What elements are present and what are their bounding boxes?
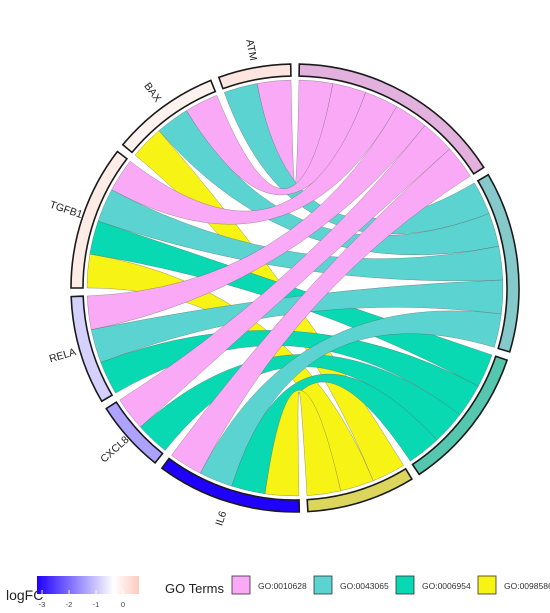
logfc-tick-label: -3 xyxy=(39,600,46,609)
legend-key-go0043065 xyxy=(313,575,333,595)
logfc-tick-label: -2 xyxy=(66,600,73,609)
logfc-legend: logFC -3 -2 -1 0 xyxy=(6,576,139,609)
sector-cxcl8 xyxy=(105,401,164,465)
legend-label-go0043065: GO:0043065 xyxy=(340,581,389,591)
ribbon-il6-go0043065 xyxy=(200,310,502,487)
gene-label-atm: ATM xyxy=(243,38,259,61)
sector-tgfb1 xyxy=(70,150,129,289)
legend-key-go0010628 xyxy=(231,575,251,595)
sector-go0010628 xyxy=(298,63,485,175)
sector-go0043065 xyxy=(476,173,520,353)
gene-label-tgfb1: TGFB1 xyxy=(48,199,84,221)
ribbon-cxcl8-go0010628 xyxy=(119,125,451,428)
ribbon-bax-go0043065 xyxy=(158,110,500,256)
ribbon-il6-go0010628 xyxy=(171,148,471,474)
sector-go0098586 xyxy=(306,467,414,513)
ribbon-il6-go0098586 xyxy=(264,389,341,497)
sector-rela xyxy=(70,295,114,403)
legend-key-go0006954 xyxy=(395,575,415,595)
sector-il6 xyxy=(160,457,301,513)
ribbon-il6-go0006954 xyxy=(231,373,438,495)
sector-go0006954 xyxy=(411,355,509,476)
go-terms-legend: GO Terms GO:0010628 GO:0043065 GO:0006954 G… xyxy=(165,575,550,596)
logfc-tick-label: 0 xyxy=(121,600,125,609)
gene-label-bax: BAX xyxy=(141,80,163,104)
logfc-tick-label: -1 xyxy=(93,600,100,609)
legend-key-go0098586 xyxy=(477,575,497,595)
go-terms-legend-title: GO Terms xyxy=(165,581,224,596)
ribbon-cxcl8-go0006954 xyxy=(139,354,461,451)
sector-atm xyxy=(217,63,292,90)
logfc-colorbar xyxy=(37,576,139,594)
legend-label-go0098586: GO:0098586 xyxy=(504,581,550,591)
legend-label-go0010628: GO:0010628 xyxy=(258,581,307,591)
logfc-legend-title: logFC xyxy=(6,587,43,603)
ribbon-bax-go0010628 xyxy=(186,83,367,196)
sector-group xyxy=(70,63,520,513)
ribbon-group xyxy=(86,79,504,497)
sector-bax xyxy=(121,79,217,154)
ribbon-rela-go0010628 xyxy=(86,106,426,331)
gene-label-rela: RELA xyxy=(48,346,78,365)
ribbon-rela-go0043065 xyxy=(90,279,504,363)
gene-label-cxcl8: CXCL8 xyxy=(98,434,131,466)
ribbon-tgfb1-go0010628 xyxy=(111,92,398,225)
legend-label-go0006954: GO:0006954 xyxy=(422,581,471,591)
gene-label-il6: IL6 xyxy=(213,510,229,528)
